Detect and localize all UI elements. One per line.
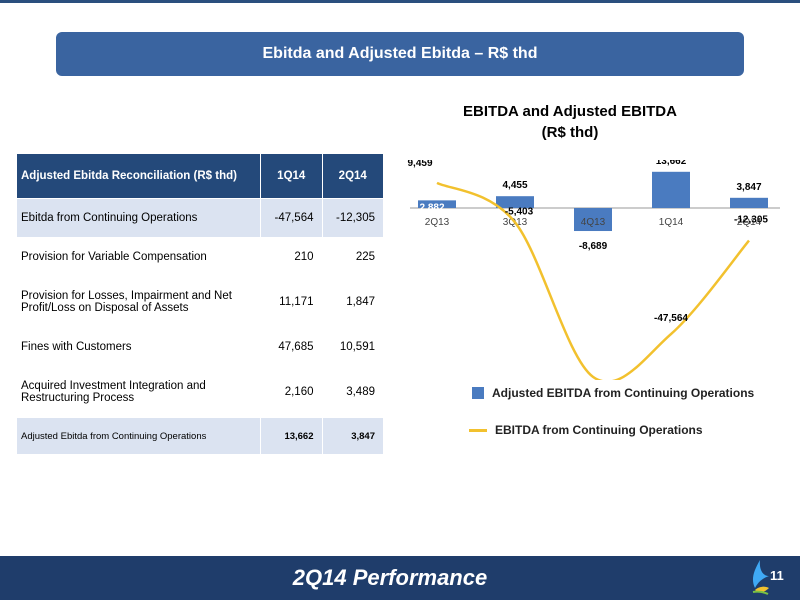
x-tick-label: 1Q14	[659, 217, 684, 228]
bar	[730, 197, 768, 208]
legend-item-line: EBITDA from Continuing Operations	[469, 420, 754, 440]
table-row: Provision for Losses, Impairment and Net…	[16, 276, 384, 328]
legend-item-bar: Adjusted EBITDA from Continuing Operatio…	[472, 383, 754, 403]
x-tick-label: 2Q13	[425, 217, 450, 228]
bar-data-label: -8,689	[579, 241, 608, 252]
legend-label-bar: Adjusted EBITDA from Continuing Operatio…	[492, 386, 755, 400]
line-data-label: 9,459	[407, 160, 432, 169]
company-logo-icon	[752, 560, 769, 595]
row-label: Provision for Variable Compensation	[16, 237, 261, 277]
row-value-2q14: 3,489	[321, 366, 384, 418]
ebitda-chart: 2Q13 3Q13 4Q13 1Q14 2Q142,8824,455-8,68913,6…	[407, 160, 780, 380]
bar-data-label: 13,662	[656, 160, 687, 167]
row-value-1q14: -47,564	[260, 198, 323, 238]
row-label: Provision for Losses, Impairment and Net…	[16, 276, 261, 328]
footer-bar: 2Q14 Performance 11	[0, 556, 800, 600]
table-row: Ebitda from Continuing Operations -47,56…	[16, 198, 384, 238]
table-row-total: Adjusted Ebitda from Continuing Operatio…	[16, 417, 384, 455]
row-value-2q14: 3,847	[321, 417, 384, 455]
bar-data-label: 3,847	[736, 182, 761, 193]
header-1q14: 1Q14	[260, 153, 323, 199]
chart-legend: Adjusted EBITDA from Continuing Operatio…	[469, 383, 754, 457]
header-2q14: 2Q14	[321, 153, 384, 199]
row-label: Adjusted Ebitda from Continuing Operatio…	[16, 417, 261, 455]
bar	[418, 200, 456, 208]
footer-title: 2Q14 Performance	[292, 565, 488, 590]
legend-swatch-bar	[472, 387, 484, 399]
chart-subtitle: (R$ thd)	[541, 124, 599, 141]
x-tick-label: 2Q14	[737, 217, 762, 228]
bar	[496, 196, 534, 208]
row-value-2q14: 1,847	[321, 276, 384, 328]
x-tick-label: 4Q13	[581, 217, 606, 228]
row-label: Acquired Investment Integration and Rest…	[16, 366, 261, 418]
top-rule	[0, 0, 800, 3]
reconciliation-table: Adjusted Ebitda Reconciliation (R$ thd) …	[16, 153, 384, 455]
line-series	[436, 181, 750, 380]
chart-title: EBITDA and Adjusted EBITDA	[463, 103, 677, 120]
row-value-2q14: -12,305	[321, 198, 384, 238]
line-data-label: -5,403	[505, 206, 534, 217]
legend-swatch-line	[469, 428, 487, 432]
bar-data-label: 4,455	[502, 180, 527, 191]
row-label: Ebitda from Continuing Operations	[16, 198, 261, 238]
chart-title-block: EBITDA and Adjusted EBITDA (R$ thd)	[420, 101, 720, 143]
table-row: Provision for Variable Compensation 210 …	[16, 237, 384, 277]
legend-label-line: EBITDA from Continuing Operations	[495, 423, 703, 437]
table-header-row: Adjusted Ebitda Reconciliation (R$ thd) …	[16, 153, 384, 199]
bar-data-label: 2,882	[419, 202, 444, 213]
slide-title: Ebitda and Adjusted Ebitda – R$ thd	[56, 32, 744, 76]
row-value-1q14: 210	[260, 237, 323, 277]
table-row: Fines with Customers 47,685 10,591	[16, 327, 384, 367]
row-label: Fines with Customers	[16, 327, 261, 367]
row-value-1q14: 47,685	[260, 327, 323, 367]
bar	[574, 208, 612, 232]
row-value-2q14: 10,591	[321, 327, 384, 367]
table-row: Acquired Investment Integration and Rest…	[16, 366, 384, 418]
bar	[652, 171, 690, 208]
header-label: Adjusted Ebitda Reconciliation (R$ thd)	[16, 153, 261, 199]
row-value-1q14: 2,160	[260, 366, 323, 418]
page-number: 11	[770, 568, 784, 583]
row-value-1q14: 11,171	[260, 276, 323, 328]
row-value-2q14: 225	[321, 237, 384, 277]
line-data-label: -47,564	[654, 313, 688, 324]
line-data-label: -12,305	[734, 215, 768, 226]
row-value-1q14: 13,662	[260, 417, 323, 455]
